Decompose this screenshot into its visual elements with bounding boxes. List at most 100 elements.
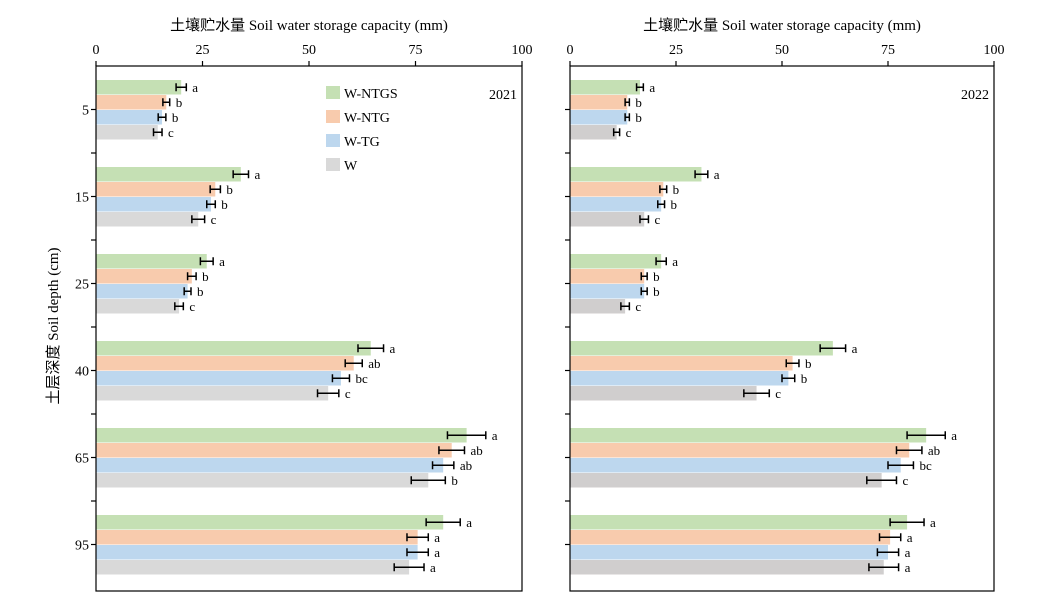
- error-bar: [635, 83, 645, 92]
- legend-swatch-w-tg: [326, 134, 340, 147]
- error-bar: [344, 359, 363, 368]
- significance-letter: a: [192, 80, 198, 95]
- significance-letter: b: [221, 197, 228, 212]
- y-tick-label: 95: [75, 539, 89, 554]
- significance-letter: a: [390, 341, 396, 356]
- legend-label: W-NTG: [344, 111, 390, 126]
- bar-w-95cm: [570, 560, 884, 575]
- significance-letter: bc: [355, 371, 368, 386]
- x-axis-title: 土壤贮水量 Soil water storage capacity (mm): [170, 16, 448, 34]
- bar-w-tg-25cm: [96, 284, 188, 299]
- error-bar: [785, 359, 800, 368]
- error-bar: [624, 98, 631, 107]
- x-tick-label: 75: [409, 43, 423, 58]
- bar-w-ntgs-65cm: [570, 428, 927, 443]
- legend-swatch-w-ntgs: [326, 86, 340, 99]
- bar-w-tg-65cm: [570, 458, 901, 473]
- significance-letter: a: [907, 530, 913, 545]
- error-bar: [406, 548, 430, 557]
- error-bar: [393, 563, 425, 572]
- error-bar: [743, 389, 771, 398]
- bar-w-tg-40cm: [570, 371, 789, 386]
- bar-w-ntg-5cm: [96, 95, 167, 110]
- plot-frame: [569, 65, 995, 592]
- bar-w-ntgs-25cm: [96, 254, 207, 269]
- error-bar: [157, 113, 167, 122]
- significance-letter: a: [714, 167, 720, 182]
- significance-letter: b: [202, 269, 209, 284]
- significance-letter: b: [671, 197, 678, 212]
- bar-w-ntgs-25cm: [570, 254, 662, 269]
- error-bar: [640, 272, 648, 281]
- error-bar: [206, 200, 217, 209]
- bar-w-ntg-40cm: [570, 356, 793, 371]
- significance-letter: a: [492, 428, 498, 443]
- significance-letter: c: [211, 212, 217, 227]
- bar-w-ntg-15cm: [96, 182, 216, 197]
- error-bar: [866, 476, 898, 485]
- significance-letter: c: [902, 473, 908, 488]
- bar-w-ntg-25cm: [96, 269, 192, 284]
- bar-w-tg-65cm: [96, 458, 444, 473]
- error-bar: [186, 272, 197, 281]
- error-bar: [639, 215, 650, 224]
- error-bar: [191, 215, 206, 224]
- significance-letter: c: [775, 386, 781, 401]
- error-bar: [425, 518, 461, 527]
- bar-w-ntg-65cm: [96, 443, 452, 458]
- error-bar: [878, 533, 902, 542]
- bar-w-tg-15cm: [570, 197, 662, 212]
- bar-w-tg-25cm: [570, 284, 645, 299]
- significance-letter: a: [649, 80, 655, 95]
- significance-letter: ab: [928, 443, 940, 458]
- significance-letter: ab: [368, 356, 380, 371]
- x-axis-title: 土壤贮水量 Soil water storage capacity (mm): [643, 16, 921, 34]
- significance-letter: b: [635, 95, 642, 110]
- bar-w-15cm: [570, 212, 645, 227]
- significance-letter: a: [930, 515, 936, 530]
- significance-letter: a: [905, 560, 911, 575]
- bar-w-ntg-5cm: [570, 95, 628, 110]
- y-axis-title: 土层深度 Soil depth (cm): [45, 247, 62, 404]
- x-tick-label: 100: [984, 43, 1005, 58]
- bar-w-ntgs-15cm: [570, 167, 702, 182]
- significance-letter: b: [653, 284, 660, 299]
- bar-w-tg-95cm: [570, 545, 888, 560]
- significance-letter: b: [451, 473, 458, 488]
- x-tick-label: 100: [512, 43, 533, 58]
- bar-w-tg-40cm: [96, 371, 341, 386]
- error-bar: [694, 170, 709, 179]
- error-bar: [659, 185, 668, 194]
- bar-w-ntgs-40cm: [96, 341, 371, 356]
- x-tick-label: 0: [93, 43, 100, 58]
- error-bar: [655, 257, 667, 266]
- bar-w-tg-15cm: [96, 197, 212, 212]
- error-bar: [232, 170, 250, 179]
- error-bar: [438, 446, 466, 455]
- error-bar: [876, 548, 900, 557]
- error-bar: [199, 257, 214, 266]
- significance-letter: b: [172, 110, 179, 125]
- bar-w-ntg-65cm: [570, 443, 910, 458]
- plot-frame: [95, 65, 523, 592]
- error-bar: [895, 446, 923, 455]
- error-bar: [152, 128, 163, 137]
- x-tick-label: 50: [775, 43, 789, 58]
- error-bar: [819, 344, 847, 353]
- error-bar: [889, 518, 925, 527]
- significance-letter: a: [219, 254, 225, 269]
- significance-letter: a: [430, 560, 436, 575]
- bar-w-tg-95cm: [96, 545, 418, 560]
- significance-letter: a: [951, 428, 957, 443]
- x-tick-label: 25: [196, 43, 210, 58]
- error-bar: [357, 344, 385, 353]
- bar-w-ntg-15cm: [570, 182, 664, 197]
- bar-w-5cm: [570, 125, 617, 140]
- significance-letter: b: [673, 182, 680, 197]
- significance-letter: b: [197, 284, 204, 299]
- error-bar: [174, 302, 185, 311]
- bar-w-40cm: [96, 386, 329, 401]
- significance-letter: ab: [460, 458, 472, 473]
